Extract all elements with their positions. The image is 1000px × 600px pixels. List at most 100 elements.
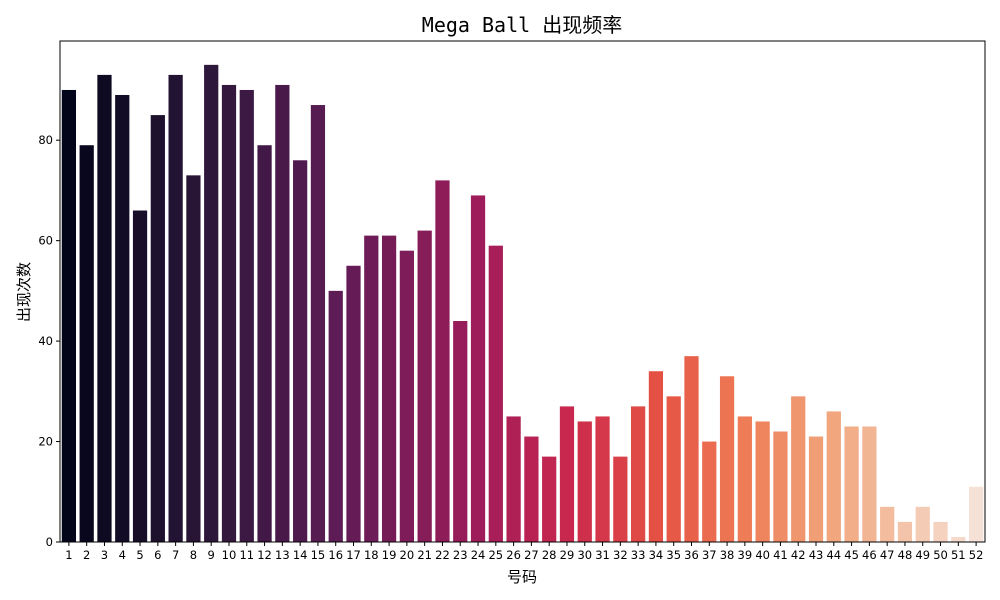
bar-38: [719, 376, 735, 542]
x-tick-label: 52: [969, 548, 984, 562]
bar-51: [951, 536, 966, 542]
x-tick-label: 35: [666, 548, 681, 562]
bar-10: [221, 84, 237, 542]
bar-40: [755, 421, 770, 542]
bar-15: [310, 105, 326, 542]
x-tick-label: 46: [862, 548, 877, 562]
bar-23: [453, 321, 468, 542]
x-tick-label: 10: [222, 548, 237, 562]
x-tick-label: 41: [773, 548, 788, 562]
x-tick-label: 31: [595, 548, 610, 562]
bar-8: [186, 175, 201, 542]
bar-47: [880, 506, 895, 542]
bar-52: [968, 486, 984, 542]
y-axis-ticks: 0 20 40 60 80: [38, 133, 60, 549]
x-tick-label: 2: [83, 548, 90, 562]
x-tick-label: 18: [364, 548, 379, 562]
x-tick-label: 22: [435, 548, 450, 562]
x-tick-label: 20: [400, 548, 415, 562]
x-axis-label: 号码: [507, 568, 537, 586]
bar-34: [648, 371, 664, 542]
bar-29: [559, 406, 575, 542]
bar-30: [577, 421, 592, 542]
x-tick-label: 5: [136, 548, 143, 562]
x-tick-label: 24: [471, 548, 486, 562]
bars-group: [61, 64, 984, 543]
bar-5: [132, 210, 148, 542]
bar-41: [773, 431, 788, 542]
bar-6: [150, 115, 165, 542]
bar-26: [506, 416, 521, 542]
bar-48: [897, 521, 913, 542]
x-tick-label: 9: [208, 548, 215, 562]
x-tick-label: 29: [560, 548, 575, 562]
bar-1: [61, 89, 77, 542]
x-tick-label: 7: [172, 548, 179, 562]
x-tick-label: 42: [791, 548, 806, 562]
x-tick-label: 23: [453, 548, 468, 562]
x-tick-label: 11: [239, 548, 254, 562]
x-tick-label: 50: [933, 548, 948, 562]
x-tick-label: 17: [346, 548, 361, 562]
chart-title: Mega Ball 出现频率: [422, 13, 622, 37]
bar-46: [862, 426, 877, 542]
bar-42: [791, 396, 806, 542]
bar-14: [293, 160, 308, 543]
bar-21: [417, 230, 432, 542]
bar-4: [115, 94, 130, 543]
bar-44: [826, 411, 841, 542]
x-tick-label: 43: [809, 548, 824, 562]
x-tick-label: 15: [311, 548, 326, 562]
x-tick-label: 26: [506, 548, 521, 562]
x-tick-label: 27: [524, 548, 539, 562]
y-tick-label: 40: [38, 334, 53, 348]
bar-35: [666, 396, 681, 542]
bar-24: [470, 195, 486, 542]
bar-12: [257, 145, 272, 542]
bar-36: [684, 356, 699, 542]
x-tick-label: 21: [417, 548, 432, 562]
x-tick-label: 51: [951, 548, 966, 562]
bar-45: [844, 426, 859, 542]
y-axis-label: 出现次数: [15, 262, 33, 322]
x-tick-label: 14: [293, 548, 308, 562]
y-tick-label: 0: [46, 535, 53, 549]
x-tick-label: 25: [488, 548, 503, 562]
bar-28: [542, 456, 557, 542]
bar-49: [915, 506, 930, 542]
bar-43: [808, 436, 824, 542]
bar-39: [737, 416, 752, 542]
bar-25: [488, 245, 503, 543]
x-tick-label: 28: [542, 548, 557, 562]
bar-3: [97, 74, 112, 543]
x-tick-label: 45: [844, 548, 859, 562]
y-tick-label: 80: [38, 133, 53, 147]
bar-27: [524, 436, 539, 542]
x-tick-label: 48: [898, 548, 913, 562]
x-tick-label: 19: [382, 548, 397, 562]
bar-32: [613, 456, 628, 542]
x-tick-label: 37: [702, 548, 717, 562]
bar-20: [399, 250, 414, 542]
bar-18: [364, 235, 379, 542]
bar-7: [168, 74, 183, 543]
bar-31: [595, 416, 610, 542]
bar-37: [702, 441, 717, 542]
bar-50: [933, 521, 948, 542]
x-tick-label: 32: [613, 548, 628, 562]
x-tick-label: 38: [720, 548, 735, 562]
x-tick-label: 39: [738, 548, 753, 562]
x-axis-ticks: 1 2 3 4 5 6 7 8 9 10 11 12 13 14 15 16 17 18 19 20 21 22 23 24 2…: [65, 542, 983, 562]
x-tick-label: 3: [101, 548, 108, 562]
y-tick-label: 20: [38, 435, 53, 449]
bar-2: [79, 145, 94, 542]
bar-9: [204, 64, 219, 543]
x-tick-label: 6: [154, 548, 161, 562]
x-tick-label: 36: [684, 548, 699, 562]
x-tick-label: 16: [328, 548, 343, 562]
y-tick-label: 60: [38, 234, 53, 248]
x-tick-label: 34: [649, 548, 664, 562]
x-tick-label: 12: [257, 548, 272, 562]
plot-frame: [59, 40, 986, 543]
